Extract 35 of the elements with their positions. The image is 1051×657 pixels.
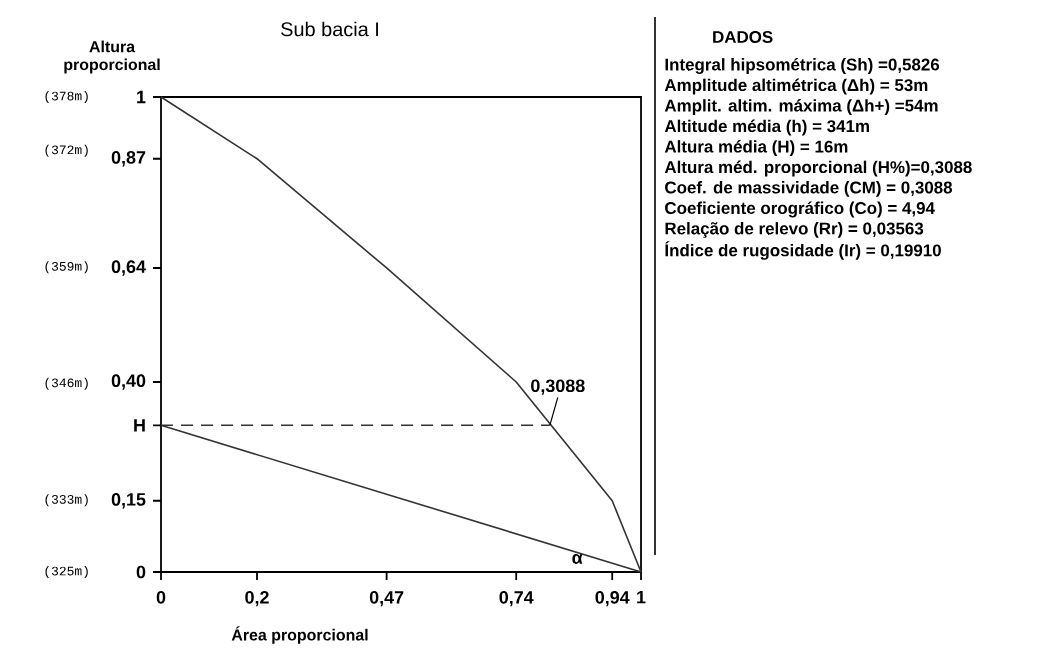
x-tick-label: 1 <box>637 591 646 604</box>
text: Relação de relevo (Rr) = 0,03563 <box>665 222 924 238</box>
text: Altitude média (h) = 341m <box>664 119 869 136</box>
y2-tick-label: (346m) <box>45 377 88 390</box>
text: Coeficiente orográfico (Co) = 4,94 <box>665 201 935 218</box>
y2-tick-label: (372m) <box>45 144 88 157</box>
text: Coef. de massividade (CM) = 0,3088 <box>665 181 953 197</box>
y-tick-label: 0,64 <box>111 260 146 276</box>
text: Integral hipsométrica (Sh) =0,5826 <box>665 57 940 74</box>
annotation: α <box>572 554 583 564</box>
y-tick-label: 0,40 <box>111 374 146 390</box>
y2-tick-label: (325m) <box>45 565 88 579</box>
y-axis-title: Altura proporcional <box>64 40 160 74</box>
x-tick-label: 0 <box>156 591 166 604</box>
x-tick-label: 0,2 <box>245 591 269 607</box>
x-tick-label: 0,47 <box>369 591 404 607</box>
text: DADOS <box>713 31 773 43</box>
x-axis-title: Área proporcional <box>231 626 368 644</box>
text: Amplitude altimétrica (Δh) = 53m <box>664 78 928 95</box>
chart-title: Sub bacia I <box>281 21 378 37</box>
text: Altura média (H) = 16m <box>664 140 848 156</box>
annotation: 0,3088 <box>531 379 585 395</box>
text: Amplit. altim. máxima (Δh+) =54m <box>664 99 938 115</box>
y-tick-label: 0,87 <box>111 151 146 167</box>
y-tick-label: 0 <box>136 565 146 579</box>
text: Índice de rugosidade (Ir) = 0,19910 <box>665 241 941 260</box>
x-tick-label: 0,94 <box>595 591 630 607</box>
y2-tick-label: (378m) <box>45 90 88 104</box>
y-tick-label: 1 <box>137 90 146 104</box>
y2-tick-label: (333m) <box>45 494 88 507</box>
y-tick-label: 0,15 <box>111 493 146 509</box>
y2-tick-label: (359m) <box>45 261 88 274</box>
text: Altura méd. proporcional (H%)=0,3088 <box>664 160 972 177</box>
x-tick-label: 0,74 <box>499 591 534 607</box>
y-tick-label: H <box>134 419 145 432</box>
